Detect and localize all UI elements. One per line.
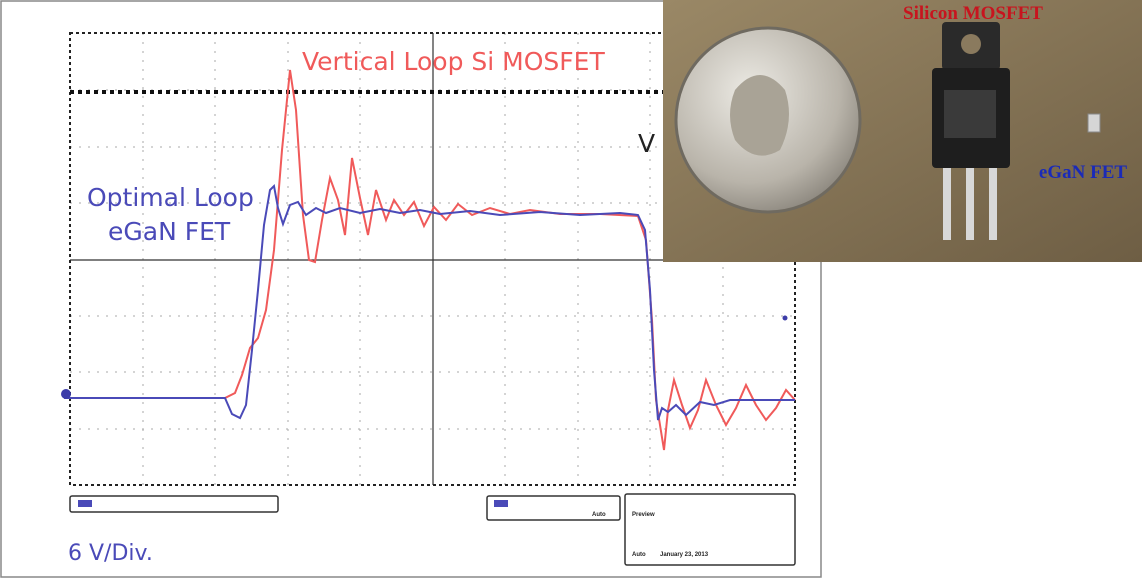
channel-icon xyxy=(78,500,92,507)
red-trace xyxy=(70,69,796,451)
blue-trace xyxy=(64,183,795,421)
status-text: Preview xyxy=(632,512,655,518)
coin-relief xyxy=(730,75,789,156)
ground-marker xyxy=(61,389,71,399)
mosfet-lead xyxy=(989,168,997,240)
red-label: Vertical Loop Si MOSFET xyxy=(302,47,605,76)
mosfet-face xyxy=(944,90,996,138)
status-box xyxy=(486,495,621,521)
status-text: January 23, 2013 xyxy=(660,552,709,558)
status-text: Auto xyxy=(592,512,606,518)
status-text: Auto xyxy=(632,552,646,558)
photo-label: eGaN FET xyxy=(1039,162,1127,183)
trigger-marker xyxy=(782,315,788,321)
photo-label: Silicon MOSFET xyxy=(903,3,1043,24)
mosfet-lead xyxy=(966,168,974,240)
partial-label: V xyxy=(638,129,655,158)
mosfet-hole xyxy=(961,34,981,54)
channel-icon xyxy=(494,500,508,507)
egan-chip xyxy=(1087,113,1101,133)
status-box xyxy=(624,493,796,566)
scale-label: 6 V/Div. xyxy=(68,541,153,566)
blue-label: Optimal Loop xyxy=(87,183,254,212)
blue-label: eGaN FET xyxy=(108,217,231,246)
mosfet-lead xyxy=(943,168,951,240)
status-box xyxy=(69,495,279,513)
